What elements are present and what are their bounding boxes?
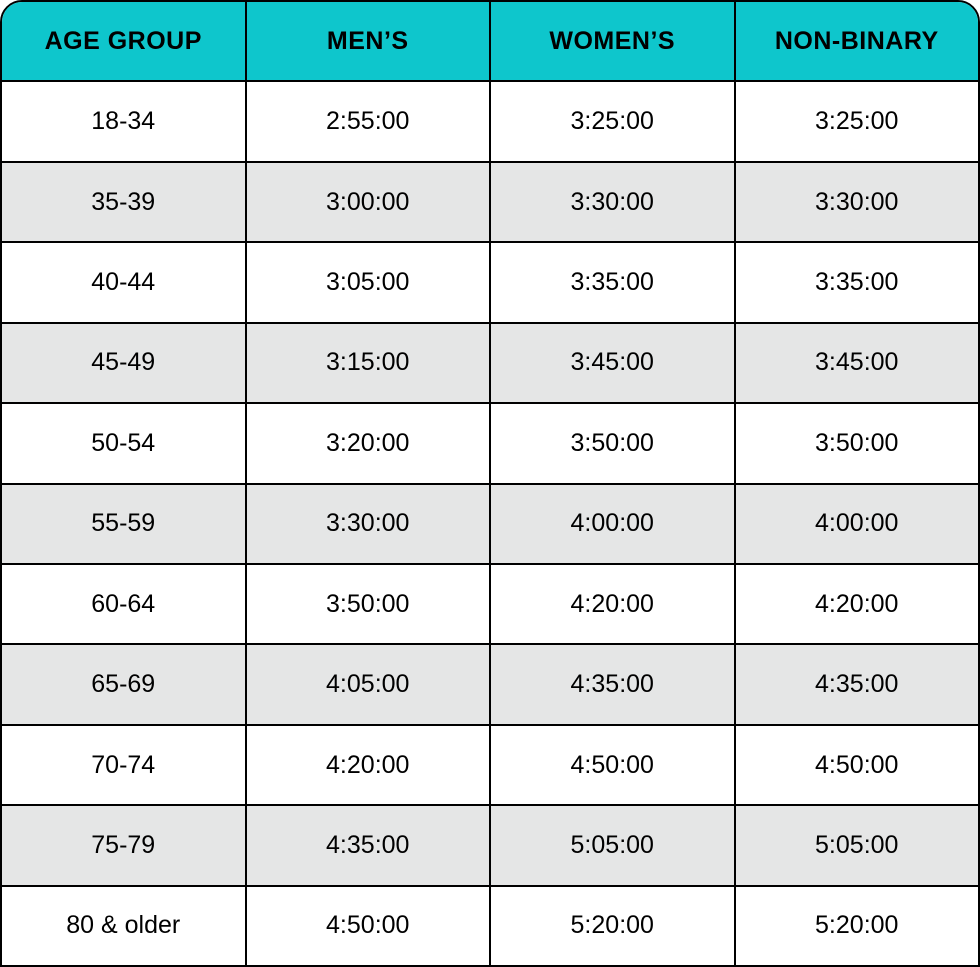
col-header-age-group: AGE GROUP <box>2 2 245 80</box>
cell-mens: 3:15:00 <box>245 324 490 402</box>
cell-age-group: 65-69 <box>2 645 245 723</box>
table-header-row: AGE GROUP MEN’S WOMEN’S NON-BINARY <box>2 2 978 80</box>
cell-age-group: 45-49 <box>2 324 245 402</box>
cell-womens: 4:20:00 <box>489 565 734 643</box>
qualifying-times-table: AGE GROUP MEN’S WOMEN’S NON-BINARY 18-34… <box>0 0 980 967</box>
cell-womens: 5:20:00 <box>489 887 734 965</box>
cell-womens: 3:35:00 <box>489 243 734 321</box>
cell-age-group: 60-64 <box>2 565 245 643</box>
cell-womens: 3:25:00 <box>489 82 734 160</box>
cell-womens: 4:35:00 <box>489 645 734 723</box>
table-row: 65-69 4:05:00 4:35:00 4:35:00 <box>2 643 978 723</box>
cell-age-group: 55-59 <box>2 485 245 563</box>
table-row: 75-79 4:35:00 5:05:00 5:05:00 <box>2 804 978 884</box>
cell-age-group: 35-39 <box>2 163 245 241</box>
cell-non-binary: 3:45:00 <box>734 324 979 402</box>
cell-mens: 3:00:00 <box>245 163 490 241</box>
cell-mens: 4:20:00 <box>245 726 490 804</box>
cell-womens: 3:30:00 <box>489 163 734 241</box>
cell-mens: 3:50:00 <box>245 565 490 643</box>
cell-mens: 4:05:00 <box>245 645 490 723</box>
cell-age-group: 80 & older <box>2 887 245 965</box>
cell-age-group: 40-44 <box>2 243 245 321</box>
cell-womens: 3:45:00 <box>489 324 734 402</box>
col-header-womens: WOMEN’S <box>489 2 734 80</box>
cell-mens: 4:50:00 <box>245 887 490 965</box>
table-row: 40-44 3:05:00 3:35:00 3:35:00 <box>2 241 978 321</box>
cell-non-binary: 4:00:00 <box>734 485 979 563</box>
cell-mens: 3:20:00 <box>245 404 490 482</box>
table-row: 35-39 3:00:00 3:30:00 3:30:00 <box>2 161 978 241</box>
table-row: 70-74 4:20:00 4:50:00 4:50:00 <box>2 724 978 804</box>
cell-womens: 5:05:00 <box>489 806 734 884</box>
table-row: 45-49 3:15:00 3:45:00 3:45:00 <box>2 322 978 402</box>
cell-age-group: 75-79 <box>2 806 245 884</box>
cell-non-binary: 5:05:00 <box>734 806 979 884</box>
cell-age-group: 18-34 <box>2 82 245 160</box>
cell-womens: 4:50:00 <box>489 726 734 804</box>
cell-non-binary: 3:30:00 <box>734 163 979 241</box>
cell-mens: 2:55:00 <box>245 82 490 160</box>
cell-non-binary: 4:50:00 <box>734 726 979 804</box>
col-header-mens: MEN’S <box>245 2 490 80</box>
cell-non-binary: 5:20:00 <box>734 887 979 965</box>
table-row: 60-64 3:50:00 4:20:00 4:20:00 <box>2 563 978 643</box>
cell-mens: 3:30:00 <box>245 485 490 563</box>
col-header-non-binary: NON-BINARY <box>734 2 979 80</box>
cell-womens: 4:00:00 <box>489 485 734 563</box>
cell-non-binary: 4:35:00 <box>734 645 979 723</box>
cell-womens: 3:50:00 <box>489 404 734 482</box>
cell-non-binary: 4:20:00 <box>734 565 979 643</box>
cell-mens: 4:35:00 <box>245 806 490 884</box>
table-row: 55-59 3:30:00 4:00:00 4:00:00 <box>2 483 978 563</box>
cell-non-binary: 3:50:00 <box>734 404 979 482</box>
table-row: 18-34 2:55:00 3:25:00 3:25:00 <box>2 80 978 160</box>
table-row: 50-54 3:20:00 3:50:00 3:50:00 <box>2 402 978 482</box>
cell-non-binary: 3:35:00 <box>734 243 979 321</box>
table-row: 80 & older 4:50:00 5:20:00 5:20:00 <box>2 885 978 965</box>
cell-age-group: 70-74 <box>2 726 245 804</box>
cell-age-group: 50-54 <box>2 404 245 482</box>
cell-mens: 3:05:00 <box>245 243 490 321</box>
cell-non-binary: 3:25:00 <box>734 82 979 160</box>
